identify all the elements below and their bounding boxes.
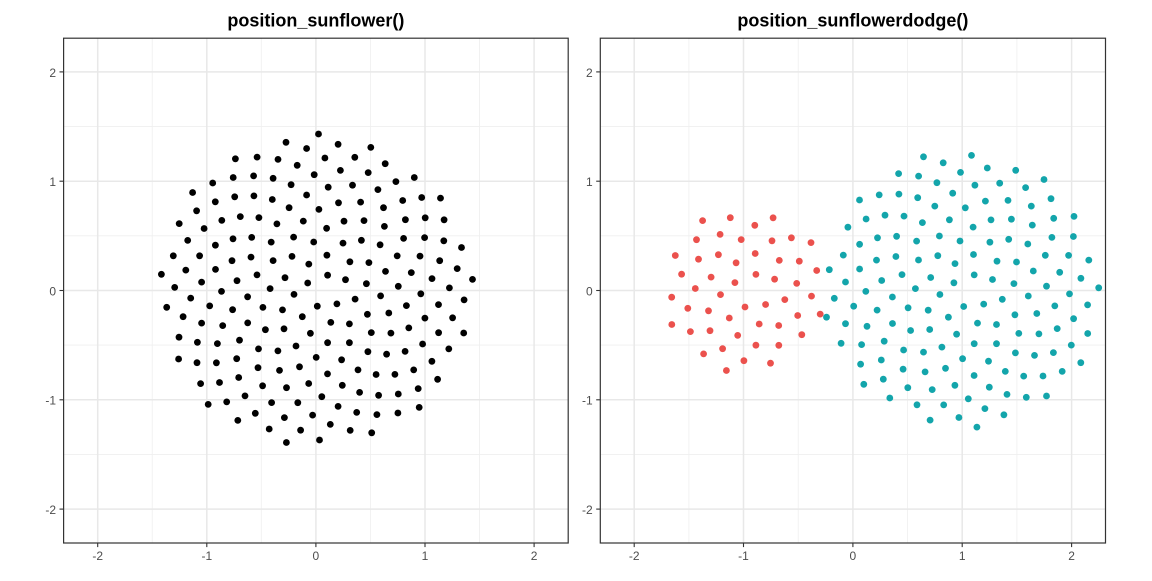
svg-text:position_sunflower(): position_sunflower() (227, 11, 404, 31)
svg-text:0: 0 (49, 284, 56, 298)
svg-text:2: 2 (531, 549, 538, 563)
svg-text:-2: -2 (92, 549, 103, 563)
svg-text:0: 0 (850, 549, 857, 563)
svg-text:2: 2 (1068, 549, 1075, 563)
svg-text:-2: -2 (629, 549, 640, 563)
svg-text:-2: -2 (45, 503, 56, 517)
svg-text:2: 2 (49, 66, 56, 80)
svg-text:-1: -1 (45, 394, 56, 408)
svg-text:2: 2 (586, 66, 593, 80)
svg-text:-1: -1 (201, 549, 212, 563)
svg-text:1: 1 (49, 175, 56, 189)
svg-text:-1: -1 (582, 394, 593, 408)
svg-text:-2: -2 (582, 503, 593, 517)
svg-text:0: 0 (586, 284, 593, 298)
svg-text:1: 1 (959, 549, 966, 563)
svg-text:1: 1 (422, 549, 429, 563)
svg-text:position_sunflowerdodge(): position_sunflowerdodge() (737, 11, 968, 31)
svg-text:0: 0 (313, 549, 320, 563)
svg-text:1: 1 (586, 175, 593, 189)
svg-text:-1: -1 (738, 549, 749, 563)
